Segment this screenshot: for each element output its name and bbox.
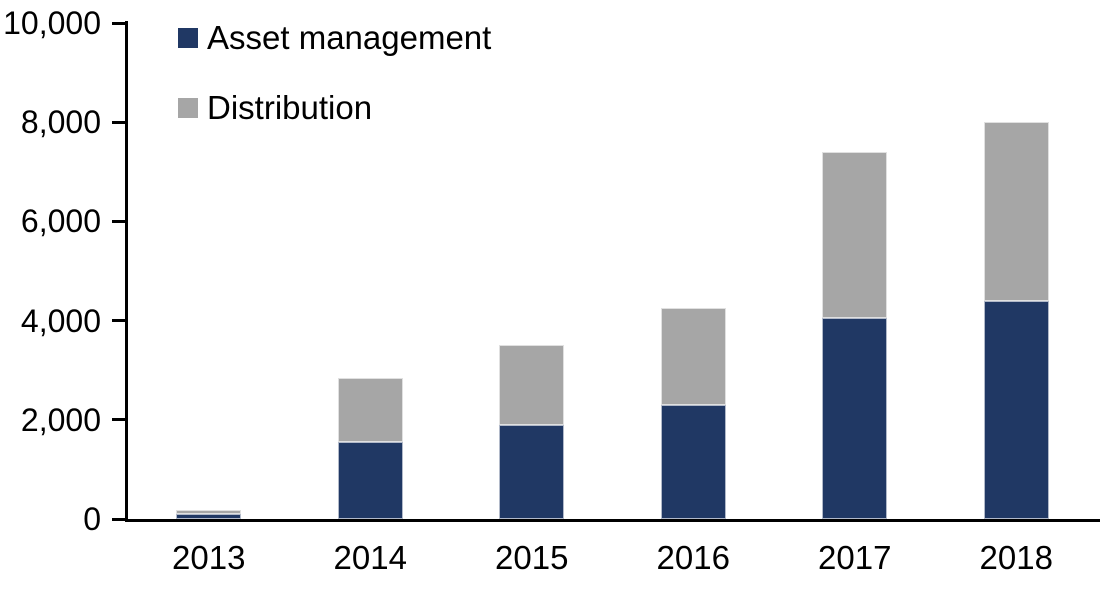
bar-segment-asset-management-2015 [499,424,565,519]
y-tick-label: 4,000 [20,302,101,339]
bar-2013 [176,23,242,519]
bar-2016 [660,23,726,519]
y-axis-tick [112,319,125,323]
y-tick-label: 6,000 [20,203,101,240]
bar-segment-asset-management-2016 [660,404,726,519]
y-axis-tick [112,21,125,25]
legend-item-asset-management: Asset management [178,18,491,58]
bar-segment-distribution-2017 [822,151,888,319]
legend-label: Distribution [207,89,373,126]
y-axis-tick [112,517,125,521]
bar-segment-asset-management-2014 [337,442,403,519]
bar-2015 [499,23,565,519]
y-tick-label: 8,000 [20,104,101,141]
x-tick-label: 2016 [656,539,730,576]
bar-2018 [983,23,1049,519]
x-tick-label: 2013 [172,539,246,576]
bar-segment-distribution-2015 [499,345,565,425]
x-tick-label: 2015 [495,539,569,576]
x-tick-label: 2014 [333,539,407,576]
bar-segment-asset-management-2013 [176,514,242,519]
bar-2017 [822,23,888,519]
x-axis-line [125,519,1100,522]
legend-label: Asset management [207,19,492,56]
legend-swatch [178,98,198,118]
y-axis-tick [112,418,125,422]
bar-segment-asset-management-2018 [983,300,1049,519]
x-tick-label: 2018 [979,539,1053,576]
y-tick-label: 10,000 [3,5,101,41]
y-tick-label: 0 [83,501,101,537]
y-axis-tick [112,120,125,124]
y-axis-line [125,21,128,522]
bar-segment-distribution-2018 [983,122,1049,301]
x-tick-label: 2017 [818,539,892,576]
bar-segment-distribution-2013 [176,509,242,515]
legend-item-distribution: Distribution [178,88,372,128]
bar-segment-asset-management-2017 [822,318,888,519]
bar-segment-distribution-2014 [337,377,403,443]
bar-segment-distribution-2016 [660,308,726,405]
legend-swatch [178,28,198,48]
bar-2014 [337,23,403,519]
y-tick-label: 2,000 [20,401,101,438]
y-axis-tick [112,219,125,223]
